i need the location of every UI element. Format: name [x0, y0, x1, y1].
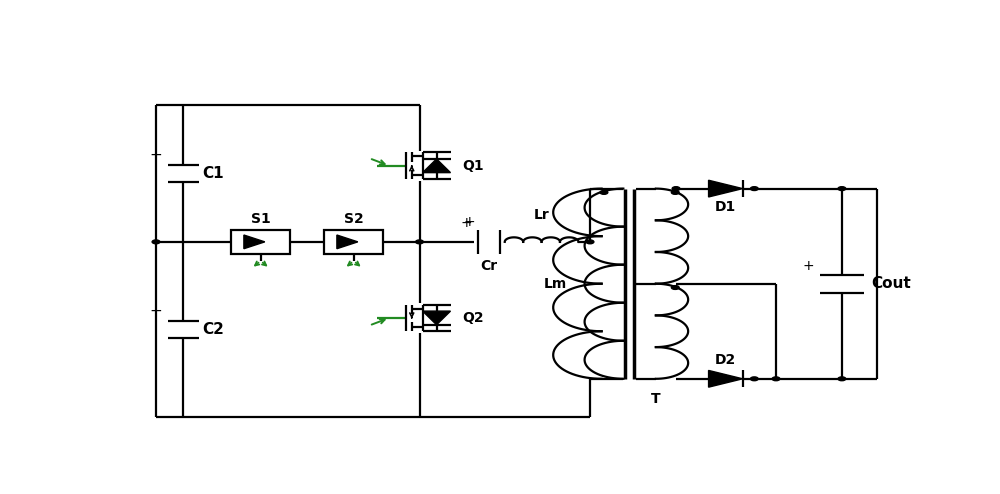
- Text: D2: D2: [715, 353, 736, 368]
- Text: Lm: Lm: [544, 277, 567, 290]
- Text: Lr: Lr: [534, 208, 549, 222]
- Circle shape: [838, 187, 846, 191]
- Text: Cr: Cr: [481, 259, 498, 273]
- Text: +: +: [461, 216, 473, 230]
- Text: S1: S1: [251, 212, 270, 226]
- Text: +: +: [463, 215, 475, 229]
- Polygon shape: [709, 180, 743, 197]
- Circle shape: [750, 377, 758, 381]
- Circle shape: [772, 377, 780, 381]
- Text: C1: C1: [202, 166, 224, 181]
- Circle shape: [750, 187, 758, 191]
- Polygon shape: [709, 370, 743, 387]
- Circle shape: [672, 187, 680, 191]
- Text: +: +: [150, 148, 162, 163]
- Circle shape: [586, 240, 594, 244]
- FancyBboxPatch shape: [324, 230, 383, 254]
- Text: D1: D1: [715, 200, 736, 214]
- Polygon shape: [423, 159, 451, 172]
- Text: C2: C2: [202, 322, 224, 337]
- Circle shape: [416, 240, 423, 244]
- Circle shape: [600, 191, 608, 194]
- Text: T: T: [651, 392, 661, 406]
- Text: +: +: [150, 304, 162, 319]
- FancyBboxPatch shape: [231, 230, 290, 254]
- Circle shape: [671, 286, 679, 289]
- Circle shape: [152, 240, 160, 244]
- Text: Q1: Q1: [462, 159, 484, 173]
- Text: Q2: Q2: [462, 311, 484, 325]
- Circle shape: [838, 377, 846, 381]
- Text: S2: S2: [344, 212, 364, 226]
- Circle shape: [671, 191, 679, 194]
- Polygon shape: [423, 311, 451, 325]
- Polygon shape: [337, 235, 358, 248]
- Text: +: +: [803, 259, 814, 273]
- Polygon shape: [244, 235, 265, 248]
- Text: Cout: Cout: [871, 276, 911, 291]
